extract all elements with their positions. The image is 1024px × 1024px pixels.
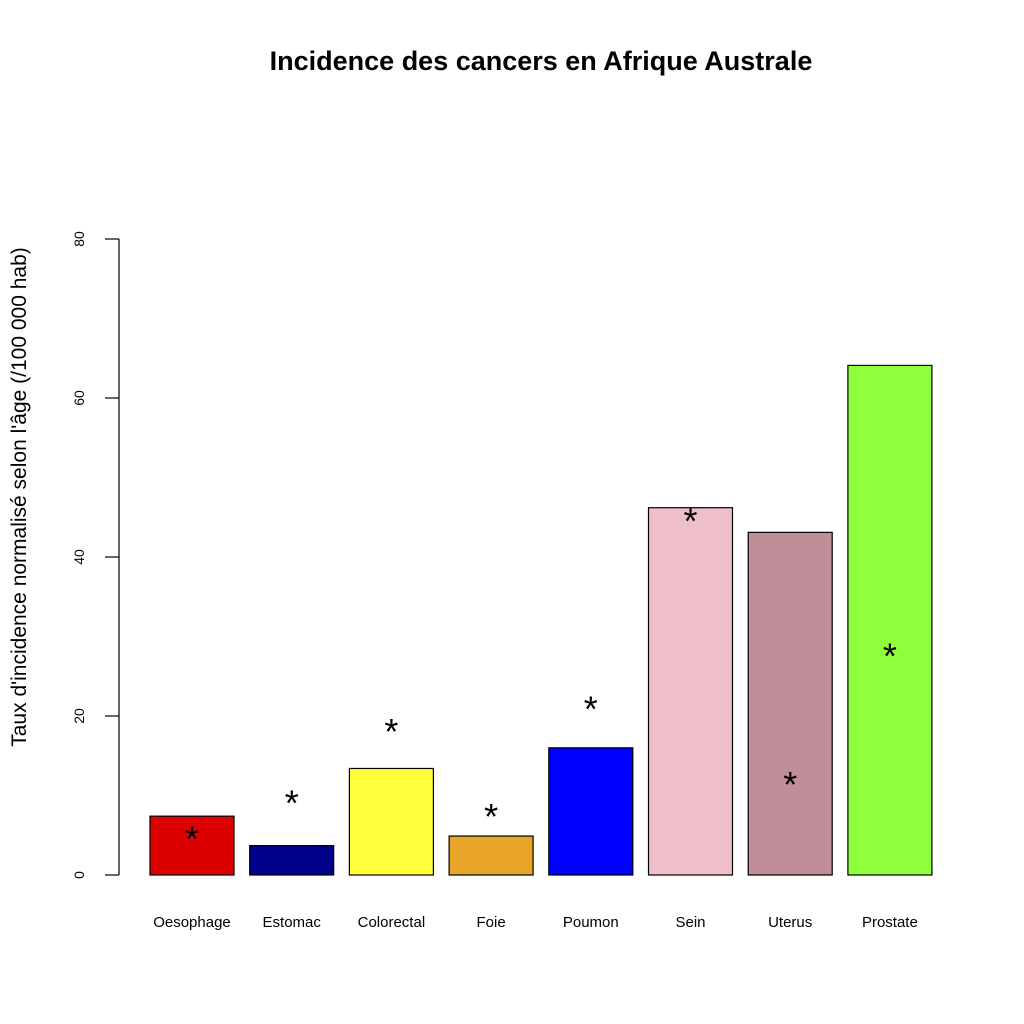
category-label: Poumon (563, 914, 619, 931)
marker-point: * (683, 500, 697, 541)
bar (847, 364, 933, 876)
bar (249, 844, 335, 876)
marker-point: * (783, 764, 797, 805)
marker-point: * (285, 783, 299, 824)
bar (448, 835, 534, 876)
y-axis-label: Taux d'incidence normalisé selon l'âge (… (8, 247, 31, 747)
category-label: Foie (477, 914, 506, 931)
markers: * * * * * * * * (185, 500, 897, 859)
category-label: Oesophage (153, 914, 231, 931)
marker-point: * (384, 711, 398, 752)
y-tick-label: 60 (71, 390, 87, 406)
category-labels: Oesophage Estomac Colorectal Foie Poumon Sein… (153, 914, 918, 931)
category-label: Uterus (768, 914, 812, 931)
y-axis: 0 20 40 60 80 (71, 231, 120, 879)
category-label: Sein (675, 914, 705, 931)
y-tick-label: 0 (71, 871, 87, 879)
category-label: Prostate (862, 914, 918, 931)
marker-point: * (484, 796, 498, 837)
bar (747, 531, 833, 876)
bar (647, 507, 734, 876)
y-tick-label: 80 (71, 231, 87, 247)
bars (149, 364, 933, 876)
category-label: Estomac (263, 914, 322, 931)
chart-title: Incidence des cancers en Afrique Austral… (270, 46, 813, 76)
category-label: Colorectal (358, 914, 426, 931)
marker-point: * (185, 818, 199, 859)
bar (348, 767, 434, 876)
bar (548, 747, 634, 876)
marker-point: * (883, 635, 897, 676)
bar (149, 815, 235, 876)
y-tick-label: 20 (71, 708, 87, 724)
y-tick-label: 40 (71, 549, 87, 565)
marker-point: * (584, 689, 598, 730)
